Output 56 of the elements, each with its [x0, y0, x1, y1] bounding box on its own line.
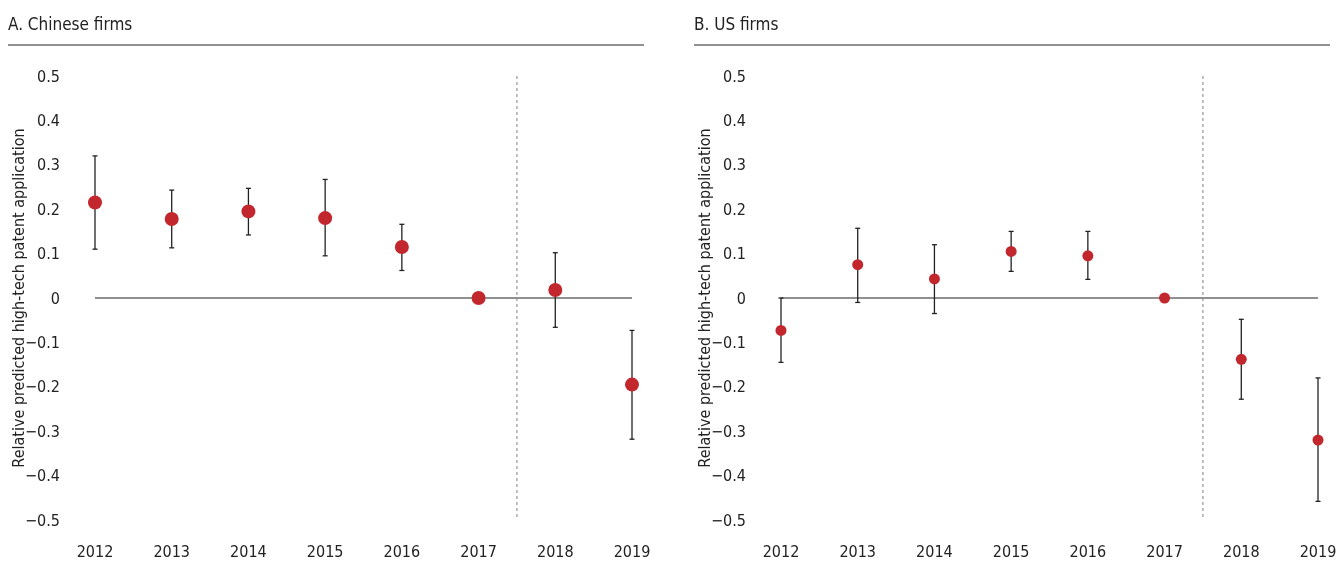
x-tick-label: 2015: [992, 542, 1030, 561]
point: [241, 204, 256, 219]
point: [548, 283, 563, 298]
point: [1159, 292, 1171, 304]
point: [775, 324, 787, 336]
y-tick-label: −0.5: [25, 510, 60, 530]
point: [88, 195, 102, 210]
x-tick-label: 2018: [536, 542, 574, 561]
x-tick-label: 2012: [76, 542, 114, 561]
point: [394, 239, 409, 254]
point: [852, 259, 864, 271]
x-tick-label: 2019: [613, 542, 651, 561]
point: [1082, 250, 1094, 262]
point: [1005, 245, 1017, 257]
y-tick-label: −0.1: [711, 333, 746, 352]
y-tick-label: 0.5: [37, 66, 60, 86]
x-tick-label: 2013: [839, 542, 877, 561]
y-tick-label: 0.1: [37, 244, 60, 264]
x-tick-label: 2016: [383, 542, 421, 561]
y-tick-label: −0.5: [711, 510, 746, 530]
y-tick-label: 0.3: [723, 155, 746, 175]
y-tick-label: 0.4: [37, 111, 60, 130]
x-tick-label: 2017: [1146, 542, 1183, 561]
point: [1235, 353, 1247, 365]
y-tick-label: 0.1: [723, 244, 746, 264]
x-tick-label: 2014: [916, 542, 953, 561]
chart-title: A. Chinese firms: [8, 14, 133, 34]
point: [928, 273, 940, 285]
x-tick-label: 2017: [460, 542, 497, 561]
y-tick-label: 0.2: [723, 199, 746, 219]
y-tick-label: 0.3: [37, 155, 60, 175]
y-tick-label: −0.4: [25, 466, 60, 486]
x-tick-label: 2013: [153, 542, 191, 561]
x-tick-label: 2015: [306, 542, 344, 561]
y-tick-label: −0.3: [711, 421, 746, 441]
point: [318, 211, 333, 226]
y-tick-label: −0.2: [711, 377, 746, 397]
y-tick-label: −0.3: [25, 421, 60, 441]
chart-title: B. US firms: [694, 14, 779, 34]
point: [625, 377, 639, 392]
y-tick-label: −0.4: [711, 466, 746, 486]
point: [471, 291, 486, 305]
y-tick-label: 0.5: [723, 66, 746, 86]
point: [1312, 434, 1324, 446]
y-tick-label: −0.2: [25, 377, 60, 397]
x-tick-label: 2016: [1069, 542, 1107, 561]
x-tick-label: 2014: [230, 542, 267, 561]
point: [164, 211, 179, 226]
y-tick-label: 0: [50, 288, 60, 308]
x-tick-label: 2019: [1299, 542, 1337, 561]
y-tick-label: 0.2: [37, 199, 60, 219]
x-tick-label: 2012: [762, 542, 800, 561]
y-tick-label: −0.1: [25, 333, 60, 352]
y-tick-label: 0.4: [723, 111, 746, 130]
y-tick-label: 0: [736, 288, 746, 308]
x-tick-label: 2018: [1222, 542, 1260, 561]
